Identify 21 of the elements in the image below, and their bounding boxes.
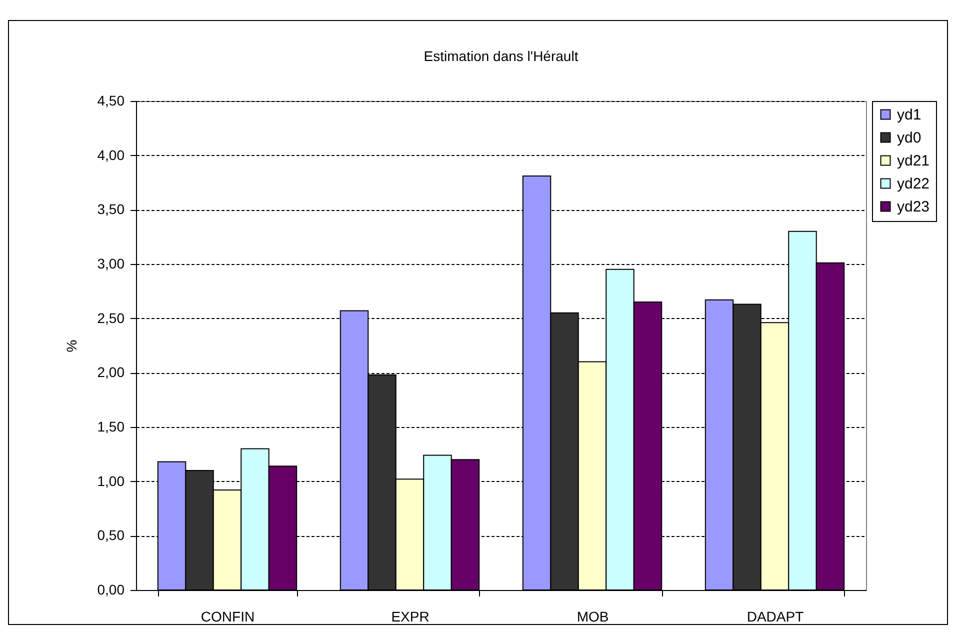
x-tick-label: CONFIN [200,608,255,624]
y-tick-label: 0,00 [97,582,125,598]
y-tick-label: 4,00 [97,146,125,163]
x-tick-label: MOB [576,608,609,624]
y-tick-label: 3,50 [97,201,125,218]
y-tick-label: 3,00 [97,256,125,272]
legend-label: yd0 [897,130,922,146]
y-tick-label: 0,50 [97,527,125,544]
y-axis-title: % [63,340,80,352]
legend-label: yd1 [897,106,922,124]
legend-label: yd21 [897,152,930,170]
y-tick-label: 1,00 [97,472,125,489]
y-tick-label: 4,50 [97,92,125,108]
y-tick-label: 1,50 [97,418,125,434]
legend-label: yd22 [897,176,930,192]
chart-title: Estimation dans l'Hérault [424,48,578,64]
x-tick-label: DADAPT [746,608,804,624]
legend-label: yd23 [897,198,930,216]
x-tick-label: EXPR [391,608,430,624]
y-tick-label: 2,00 [97,364,125,380]
y-tick-label: 2,50 [97,310,125,326]
